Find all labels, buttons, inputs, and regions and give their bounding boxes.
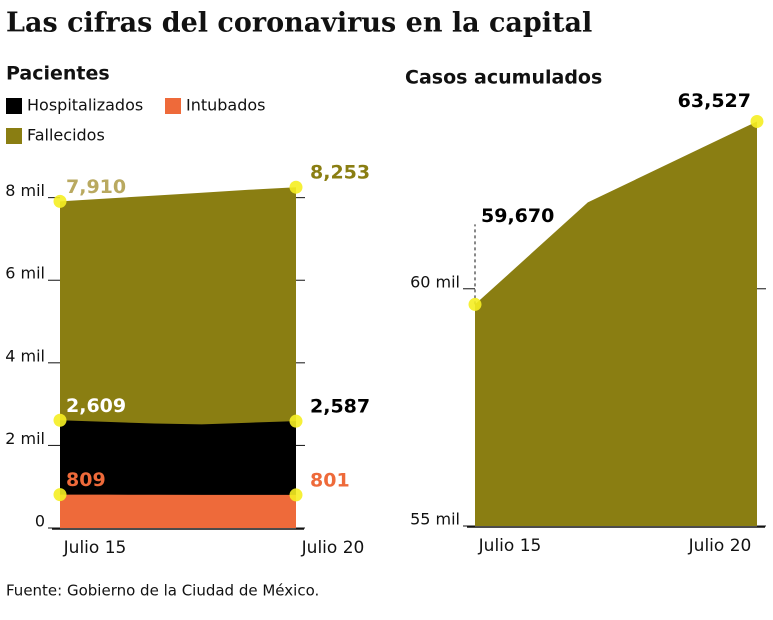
y-tick-label: 6 mil xyxy=(5,264,45,283)
y-tick-label: 8 mil xyxy=(5,181,45,200)
value-label: 2,609 xyxy=(66,395,126,417)
point xyxy=(53,488,67,502)
y-tick-label: 4 mil xyxy=(5,346,45,365)
value-label: 59,670 xyxy=(481,205,554,227)
point xyxy=(468,297,482,311)
y-tick-label: 0 xyxy=(35,512,45,531)
point xyxy=(289,180,303,194)
area xyxy=(475,121,757,526)
point xyxy=(53,194,67,208)
x-tick-label: Julio 15 xyxy=(478,536,542,556)
value-label: 8,253 xyxy=(310,162,370,184)
y-tick-label: 2 mil xyxy=(5,429,45,448)
chart-title: Pacientes xyxy=(6,63,110,85)
value-label: 801 xyxy=(310,469,350,491)
legend-label: Intubados xyxy=(186,96,266,115)
y-tick-label: 60 mil xyxy=(410,272,460,291)
value-label: 7,910 xyxy=(66,176,126,198)
x-tick-label: Julio 20 xyxy=(301,538,365,558)
point xyxy=(750,114,764,128)
y-tick-label: 55 mil xyxy=(410,510,460,529)
x-tick-label: Julio 15 xyxy=(63,538,127,558)
value-label: 2,587 xyxy=(310,396,370,418)
value-label: 63,527 xyxy=(678,90,751,112)
x-tick-label: Julio 20 xyxy=(688,536,752,556)
point xyxy=(289,414,303,428)
page-title: Las cifras del coronavirus en la capital xyxy=(6,8,592,39)
value-label: 809 xyxy=(66,469,106,491)
legend-swatch xyxy=(165,98,181,114)
legend-swatch xyxy=(6,98,22,114)
point xyxy=(53,413,67,427)
chart-title: Casos acumulados xyxy=(405,67,602,89)
legend-label: Hospitalizados xyxy=(27,96,143,115)
source-note: Fuente: Gobierno de la Ciudad de México. xyxy=(6,582,319,600)
point xyxy=(289,488,303,502)
area xyxy=(60,494,296,528)
legend-swatch xyxy=(6,128,22,144)
legend-label: Fallecidos xyxy=(27,126,105,145)
